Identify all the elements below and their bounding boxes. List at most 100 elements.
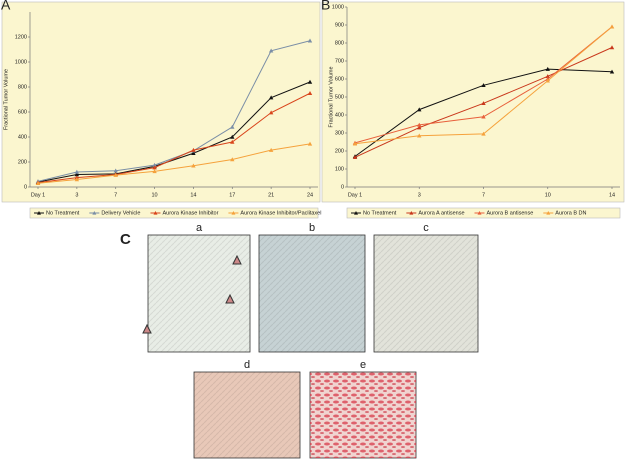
y-tick-label: 500 [335, 94, 344, 100]
y-tick-label: 300 [335, 130, 344, 136]
legend-marker [92, 211, 97, 215]
legend-label: No Treatment [46, 210, 80, 216]
marker [352, 141, 358, 146]
y-tick-label: 400 [335, 112, 344, 118]
marker [268, 147, 274, 152]
legend-label: Aurora A antisense [418, 210, 464, 216]
marker [545, 78, 550, 83]
legend-marker [231, 211, 236, 215]
marker [230, 134, 235, 139]
marker [191, 163, 196, 168]
image-label: d [244, 359, 250, 371]
image-label: a [196, 222, 203, 234]
marker [609, 69, 615, 74]
marker [417, 133, 422, 138]
marker [481, 114, 486, 119]
marker [113, 168, 118, 173]
y-tick-label: 100 [335, 166, 344, 172]
marker [113, 172, 118, 177]
marker [307, 79, 313, 84]
x-tick-label: Day 1 [348, 192, 362, 198]
y-tick-label: 0 [24, 184, 27, 190]
legend-label: Aurora Kinase Inhibitor [162, 210, 218, 216]
texture [194, 372, 300, 458]
marker [35, 181, 41, 186]
marker [609, 45, 615, 50]
marker [230, 124, 235, 129]
y-tick-label: 400 [18, 134, 27, 140]
marker [74, 177, 80, 182]
series-line [37, 143, 311, 184]
legend-label: Aurora Kinase Inhibitor/Paclitaxel [240, 210, 321, 216]
y-tick-label: 800 [335, 40, 344, 46]
x-tick-label: 21 [268, 192, 274, 198]
marker [74, 172, 80, 177]
x-tick-label: 3 [75, 192, 78, 198]
marker [307, 141, 313, 146]
legend-label: No Treatment [363, 210, 397, 216]
texture [259, 235, 365, 352]
panel-label: A [1, 0, 11, 13]
texture [374, 235, 478, 352]
y-tick-label: 1000 [332, 4, 344, 10]
marker [268, 110, 274, 115]
y-tick-label: 600 [18, 109, 27, 115]
marker [417, 122, 422, 127]
marker [152, 162, 157, 167]
series-line [37, 81, 311, 183]
marker [152, 169, 157, 174]
arrowhead [142, 323, 152, 334]
arrowhead [232, 254, 242, 265]
chart-background [321, 1, 625, 203]
marker [152, 165, 157, 170]
y-tick-label: 1200 [15, 34, 27, 40]
legend-label: Aurora B antisense [487, 210, 534, 216]
image-label: b [309, 222, 315, 234]
marker [268, 95, 274, 100]
series-line [37, 40, 311, 182]
texture [310, 372, 416, 458]
legend-marker [546, 211, 551, 215]
x-tick-label: 10 [152, 192, 158, 198]
marker [481, 101, 486, 106]
y-tick-label: 900 [335, 22, 344, 28]
marker [545, 74, 550, 79]
marker [230, 157, 235, 162]
x-tick-label: 24 [307, 192, 313, 198]
y-tick-label: 200 [335, 148, 344, 154]
marker [417, 107, 422, 112]
legend-marker [153, 211, 158, 215]
marker [545, 66, 550, 71]
legend-marker [477, 211, 482, 215]
marker [191, 151, 196, 156]
y-axis-label: Fractional Tumor Volume [3, 69, 9, 130]
panel-label: B [321, 0, 330, 13]
chart-background [1, 1, 321, 203]
legend-box [29, 207, 319, 219]
y-tick-label: 1000 [15, 59, 27, 65]
legend-marker [354, 211, 358, 215]
image-label: e [360, 359, 366, 371]
y-tick-label: 600 [335, 76, 344, 82]
texture [148, 235, 250, 352]
x-tick-label: 17 [229, 192, 235, 198]
marker [352, 155, 358, 160]
legend-marker [409, 211, 414, 215]
x-tick-label: 14 [190, 192, 196, 198]
y-tick-label: 200 [18, 159, 27, 165]
y-tick-label: 800 [18, 84, 27, 90]
marker [191, 147, 196, 152]
x-tick-label: Day 1 [31, 192, 45, 198]
marker [417, 125, 422, 130]
marker [307, 38, 313, 43]
y-axis-label: Fractional Tumor Volume [328, 66, 334, 127]
x-tick-label: 14 [609, 192, 615, 198]
marker [609, 24, 615, 29]
y-tick-label: 0 [341, 184, 344, 190]
arrowhead [225, 293, 235, 304]
x-tick-label: 10 [545, 192, 551, 198]
legend-marker [37, 211, 41, 215]
marker [230, 139, 235, 144]
marker [481, 83, 486, 88]
